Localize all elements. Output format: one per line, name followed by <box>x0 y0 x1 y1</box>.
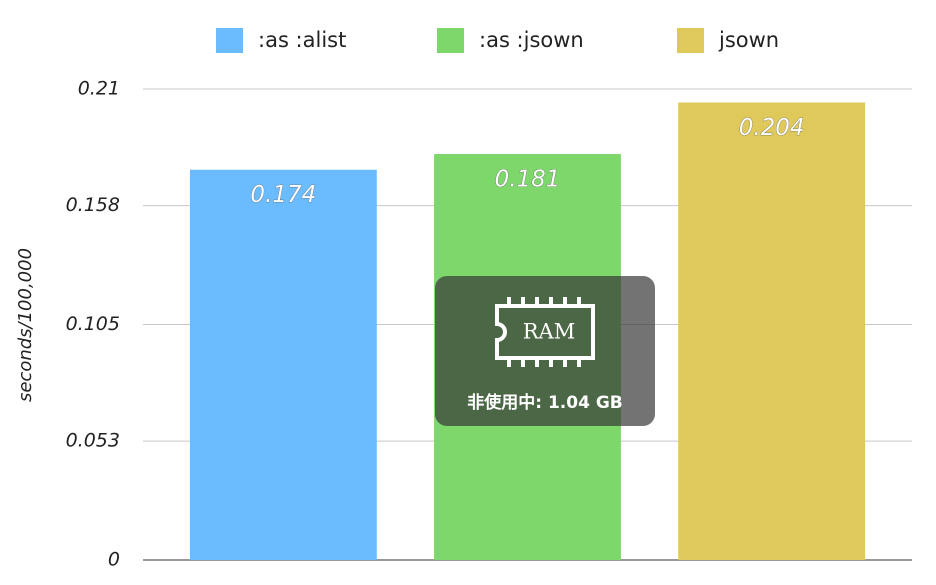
y-tick-label: 0.158 <box>66 194 120 216</box>
y-tick-label: 0.21 <box>78 78 120 100</box>
y-tick-label: 0.105 <box>66 313 120 335</box>
bar <box>678 102 866 560</box>
legend-swatch <box>216 28 243 53</box>
ram-status: 非使用中: 1.04 GB <box>467 392 623 413</box>
value-label: 0.181 <box>495 167 561 193</box>
ram-icon <box>495 297 595 367</box>
y-tick-label: 0 <box>108 549 120 571</box>
y-axis-label: seconds/100,000 <box>15 248 36 402</box>
overlay-box <box>435 276 655 426</box>
legend-label: :as :alist <box>258 28 346 52</box>
legend-swatch <box>437 28 464 53</box>
ram-overlay: RAM 非使用中: 1.04 GB <box>435 276 655 426</box>
legend-label: :as :jsown <box>479 28 584 52</box>
value-label: 0.204 <box>739 115 805 141</box>
legend-swatch <box>677 28 704 53</box>
value-label: 0.174 <box>250 182 316 208</box>
legend-label: jsown <box>718 28 779 52</box>
y-tick-label: 0.053 <box>66 430 120 452</box>
ram-label: RAM <box>523 320 575 344</box>
bar <box>189 169 377 560</box>
